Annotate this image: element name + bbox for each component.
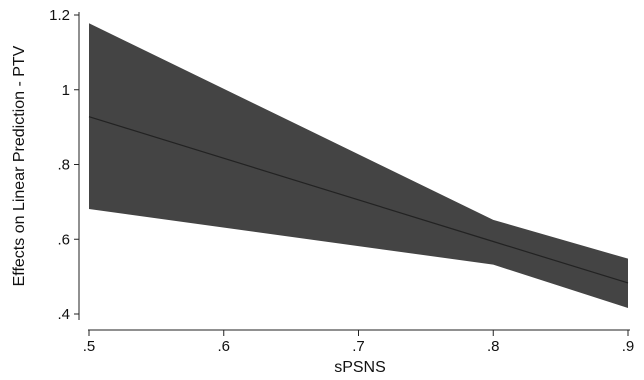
x-tick-label: .9 <box>622 338 635 355</box>
x-tick-label: .6 <box>217 338 230 355</box>
x-tick-label: .5 <box>83 338 96 355</box>
y-axis-title: Effects on Linear Prediction - PTV <box>11 45 28 286</box>
y-tick-label: .8 <box>57 157 70 174</box>
x-tick-label: .8 <box>487 338 500 355</box>
fit-line <box>88 116 629 284</box>
y-tick-label: 1 <box>62 82 70 99</box>
y-ticks: .4 .6 .8 1 1.2 <box>49 7 79 323</box>
y-tick-label: 1.2 <box>49 7 70 24</box>
x-ticks: .5 .6 .7 .8 .9 <box>83 330 635 355</box>
plot-area <box>88 23 629 309</box>
y-tick-label: .6 <box>57 231 70 248</box>
confidence-band <box>89 23 628 309</box>
x-axis-title: sPSNS <box>334 359 386 376</box>
y-tick-label: .4 <box>57 306 70 323</box>
x-tick-label: .7 <box>352 338 365 355</box>
